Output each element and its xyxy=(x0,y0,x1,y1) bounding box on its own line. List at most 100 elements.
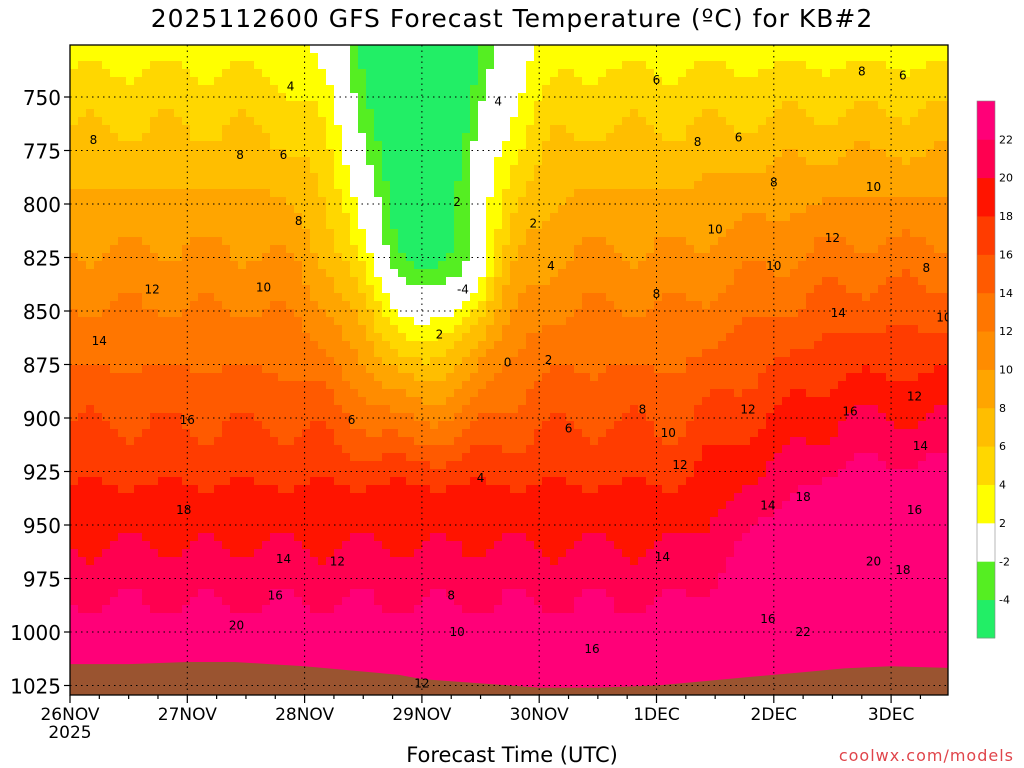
field-cell xyxy=(326,165,335,174)
field-cell xyxy=(534,165,543,174)
field-cell xyxy=(534,277,543,286)
field-cell xyxy=(70,125,79,134)
field-cell xyxy=(246,189,255,198)
field-cell xyxy=(230,453,239,462)
field-cell xyxy=(86,157,95,166)
field-cell xyxy=(494,77,503,86)
field-cell xyxy=(294,133,303,142)
field-cell xyxy=(518,413,527,422)
field-cell xyxy=(174,469,183,478)
field-cell xyxy=(70,581,79,590)
field-cell xyxy=(118,69,127,78)
field-cell xyxy=(366,437,375,446)
field-cell xyxy=(422,381,431,390)
field-cell xyxy=(390,477,399,486)
field-cell xyxy=(70,469,79,478)
field-cell xyxy=(446,149,455,158)
field-cell xyxy=(494,653,503,662)
field-cell xyxy=(70,405,79,414)
field-cell xyxy=(230,125,239,134)
field-cell xyxy=(454,429,463,438)
field-cell xyxy=(190,269,199,278)
field-cell xyxy=(118,253,127,262)
field-cell xyxy=(102,453,111,462)
field-cell xyxy=(126,53,135,62)
field-cell xyxy=(478,93,487,102)
field-cell xyxy=(198,605,207,614)
field-cell xyxy=(446,477,455,486)
field-cell xyxy=(326,565,335,574)
field-cell xyxy=(542,349,551,358)
field-cell xyxy=(78,333,87,342)
field-cell xyxy=(102,509,111,518)
field-cell xyxy=(478,157,487,166)
field-cell xyxy=(398,549,407,558)
field-cell xyxy=(302,165,311,174)
field-cell xyxy=(254,389,263,398)
field-cell xyxy=(470,565,479,574)
field-cell xyxy=(246,645,255,654)
field-cell xyxy=(382,493,391,502)
field-cell xyxy=(118,389,127,398)
field-cell xyxy=(430,109,439,118)
field-cell xyxy=(430,101,439,110)
field-cell xyxy=(222,405,231,414)
field-cell xyxy=(422,237,431,246)
field-cell xyxy=(382,341,391,350)
field-cell xyxy=(486,669,495,678)
field-cell xyxy=(118,285,127,294)
field-cell xyxy=(334,469,343,478)
field-cell xyxy=(166,485,175,494)
field-cell xyxy=(518,381,527,390)
field-cell xyxy=(230,445,239,454)
field-cell xyxy=(150,61,159,70)
field-cell xyxy=(478,53,487,62)
field-cell xyxy=(494,261,503,270)
field-cell xyxy=(246,397,255,406)
field-cell xyxy=(478,197,487,206)
field-cell xyxy=(302,597,311,606)
field-cell xyxy=(294,53,303,62)
field-cell xyxy=(238,85,247,94)
field-cell xyxy=(78,405,87,414)
field-cell xyxy=(270,125,279,134)
field-cell xyxy=(230,349,239,358)
field-cell xyxy=(134,341,143,350)
field-cell xyxy=(174,501,183,510)
field-cell xyxy=(358,549,367,558)
field-cell xyxy=(302,429,311,438)
field-cell xyxy=(334,389,343,398)
field-cell xyxy=(270,85,279,94)
field-cell xyxy=(158,181,167,190)
field-cell xyxy=(462,589,471,598)
field-cell xyxy=(142,461,151,470)
field-cell xyxy=(358,285,367,294)
field-cell xyxy=(446,525,455,534)
field-cell xyxy=(318,77,327,86)
field-cell xyxy=(414,149,423,158)
field-cell xyxy=(78,221,87,230)
field-cell xyxy=(198,437,207,446)
field-cell xyxy=(302,517,311,526)
field-cell xyxy=(150,77,159,86)
field-cell xyxy=(302,525,311,534)
field-cell xyxy=(94,381,103,390)
field-cell xyxy=(478,661,487,670)
field-cell xyxy=(278,461,287,470)
field-cell xyxy=(470,61,479,70)
field-cell xyxy=(462,261,471,270)
field-cell xyxy=(126,341,135,350)
field-cell xyxy=(302,221,311,230)
field-cell xyxy=(542,637,551,646)
field-cell xyxy=(126,541,135,550)
field-cell xyxy=(270,101,279,110)
field-cell xyxy=(86,141,95,150)
field-cell xyxy=(398,405,407,414)
field-cell xyxy=(254,517,263,526)
field-cell xyxy=(454,309,463,318)
field-cell xyxy=(366,133,375,142)
field-cell xyxy=(366,581,375,590)
field-cell xyxy=(438,621,447,630)
field-cell xyxy=(286,645,295,654)
field-cell xyxy=(262,277,271,286)
